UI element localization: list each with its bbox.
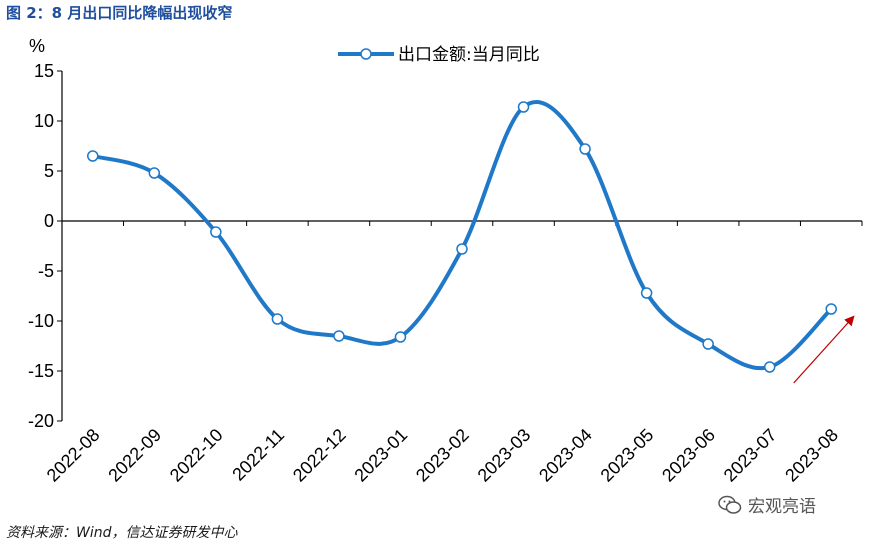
upward-trend-arrow — [793, 315, 855, 384]
data-point — [148, 167, 161, 179]
y-tick-label: -15 — [28, 361, 54, 381]
legend-marker — [360, 48, 372, 60]
x-tick-label: 2022-10 — [166, 425, 227, 486]
data-point — [825, 303, 837, 315]
y-tick-label: 0 — [44, 211, 54, 231]
y-tick-label: 10 — [34, 111, 54, 131]
data-point — [87, 150, 99, 162]
y-tick-label: 5 — [44, 161, 54, 181]
legend-label: 出口金额:当月同比 — [398, 45, 540, 65]
chart-title: 图 2：8 月出口同比降幅出现收窄 — [6, 4, 233, 22]
x-tick-label: 2023-08 — [781, 425, 842, 486]
y-tick-label: -10 — [28, 311, 54, 331]
wechat-icon — [718, 495, 742, 514]
y-axis-unit: % — [29, 36, 45, 56]
x-tick-label: 2022-11 — [228, 425, 288, 485]
data-point — [271, 313, 284, 325]
x-tick-label: 2022-12 — [289, 425, 350, 486]
data-point — [579, 143, 591, 155]
x-tick-label: 2023-05 — [597, 425, 658, 486]
data-point — [640, 287, 653, 299]
watermark: 宏观亮语 — [718, 492, 816, 517]
x-tick-label: 2023-01 — [350, 425, 411, 486]
data-point — [210, 226, 222, 238]
x-tick-label: 2023-02 — [412, 425, 473, 486]
data-point — [456, 243, 468, 255]
series-line — [92, 100, 833, 371]
y-tick-label: -5 — [38, 261, 54, 281]
data-point — [333, 330, 345, 342]
data-point — [394, 331, 407, 343]
y-tick-label: 15 — [34, 61, 54, 81]
source-note: 资料来源：Wind，信达证券研发中心 — [6, 525, 238, 541]
x-tick-label: 2023-06 — [658, 425, 719, 486]
watermark-text: 宏观亮语 — [748, 497, 816, 517]
x-tick-label: 2022-09 — [104, 425, 165, 486]
x-tick-label: 2022-08 — [43, 425, 104, 486]
data-point — [517, 101, 530, 113]
y-tick-label: -20 — [28, 411, 54, 431]
data-point — [702, 338, 714, 350]
x-tick-label: 2023-04 — [535, 425, 596, 486]
x-tick-label: 2023-07 — [720, 425, 781, 486]
data-point — [763, 361, 776, 373]
x-tick-label: 2023-03 — [474, 425, 535, 486]
